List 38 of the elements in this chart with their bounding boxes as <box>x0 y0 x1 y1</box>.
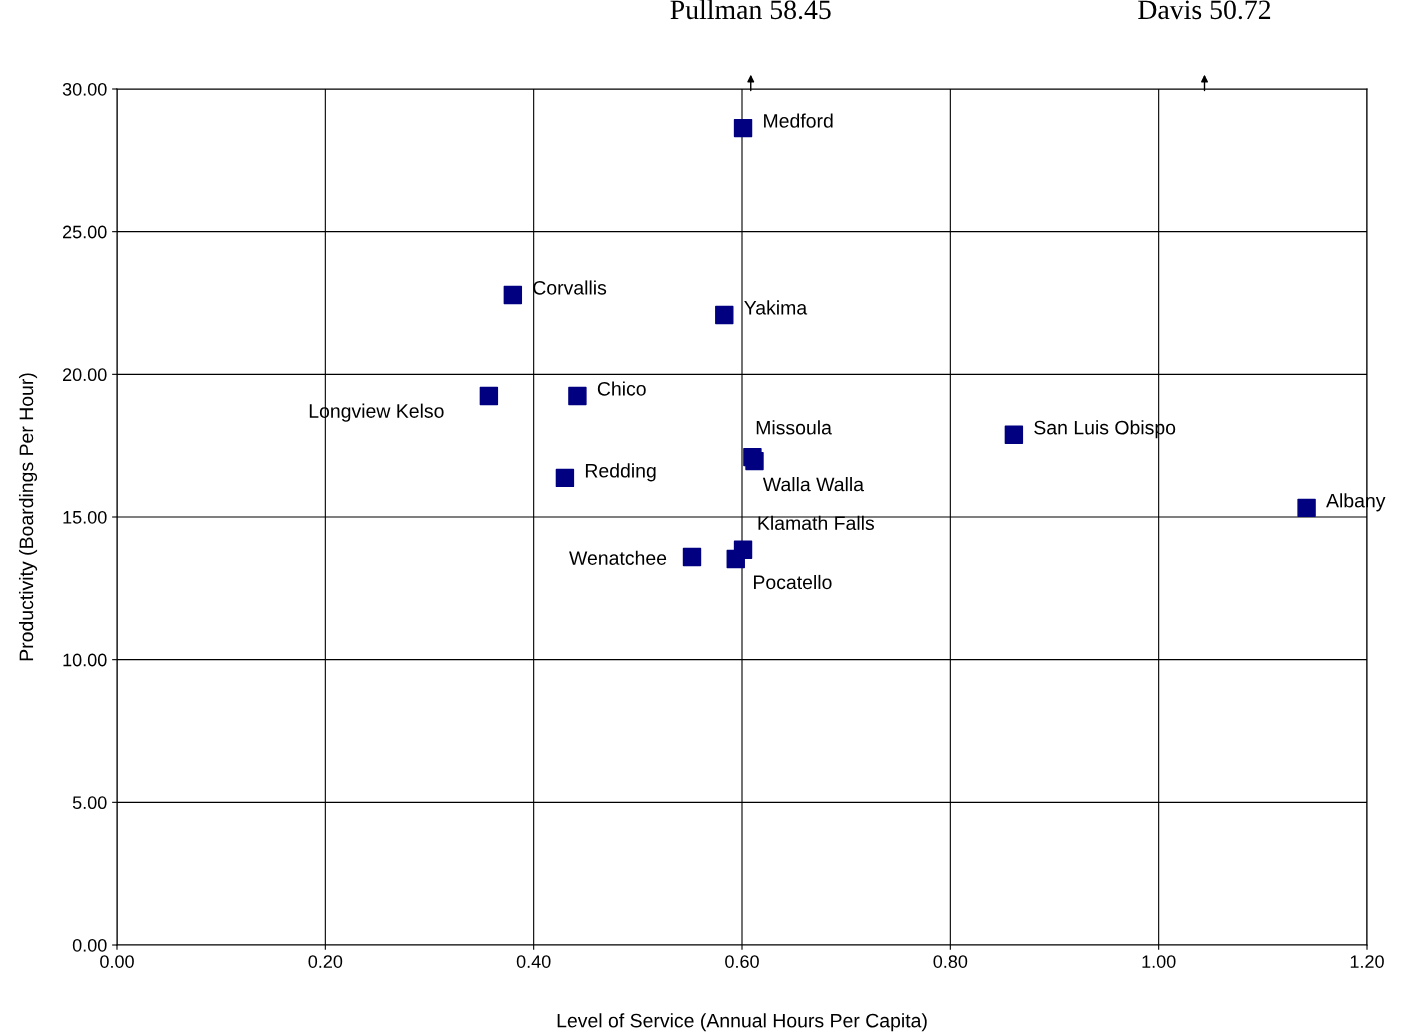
point <box>726 549 745 569</box>
point <box>715 305 734 325</box>
x-tick-label: 0.60 <box>725 955 759 968</box>
y-axis-title: Productivity (Boardings Per Hour) <box>18 373 38 661</box>
x-tick-label: 0.40 <box>516 955 551 968</box>
point <box>745 451 764 471</box>
point <box>1297 498 1316 518</box>
point <box>555 468 575 488</box>
x-tick-label: 0.20 <box>308 955 343 968</box>
annotation: Klamath Falls <box>758 515 875 531</box>
point <box>733 118 753 138</box>
x-tick-label: 0.80 <box>933 955 968 968</box>
text: Pullman 58.45 <box>670 0 831 20</box>
y-tick-label: 15.00 <box>63 510 107 524</box>
y-tick-label: 0.00 <box>72 938 107 952</box>
annotation: Walla Walla <box>762 477 865 492</box>
point <box>479 386 499 406</box>
y-tick-label: 20.00 <box>63 368 107 382</box>
x-tick-label: 0.00 <box>100 955 134 968</box>
annotation: Medford <box>764 113 833 128</box>
x-tick-label: 1.20 <box>1350 955 1384 968</box>
y-tick-label: 10.00 <box>63 653 107 667</box>
annotation: Wenatchee <box>569 550 667 565</box>
y-tick-label: 25.00 <box>63 225 107 239</box>
point <box>568 386 587 406</box>
point <box>682 547 702 567</box>
annotation: Missoula <box>756 420 832 435</box>
annotation: Chico <box>597 381 646 396</box>
annotation: Pocatello <box>754 574 832 590</box>
point <box>503 285 523 305</box>
x-tick-label: 1.00 <box>1142 955 1176 968</box>
x-axis-title: Level of Service (Annual Hours Per Capita) <box>557 1013 927 1032</box>
point <box>1004 425 1024 445</box>
annotation: Yakima <box>744 300 808 315</box>
y-tick-label: 30.00 <box>62 82 107 96</box>
annotation: Redding <box>585 463 656 482</box>
y-tick-label: 5.00 <box>72 796 107 810</box>
text: Davis 50.72 <box>1138 0 1271 20</box>
